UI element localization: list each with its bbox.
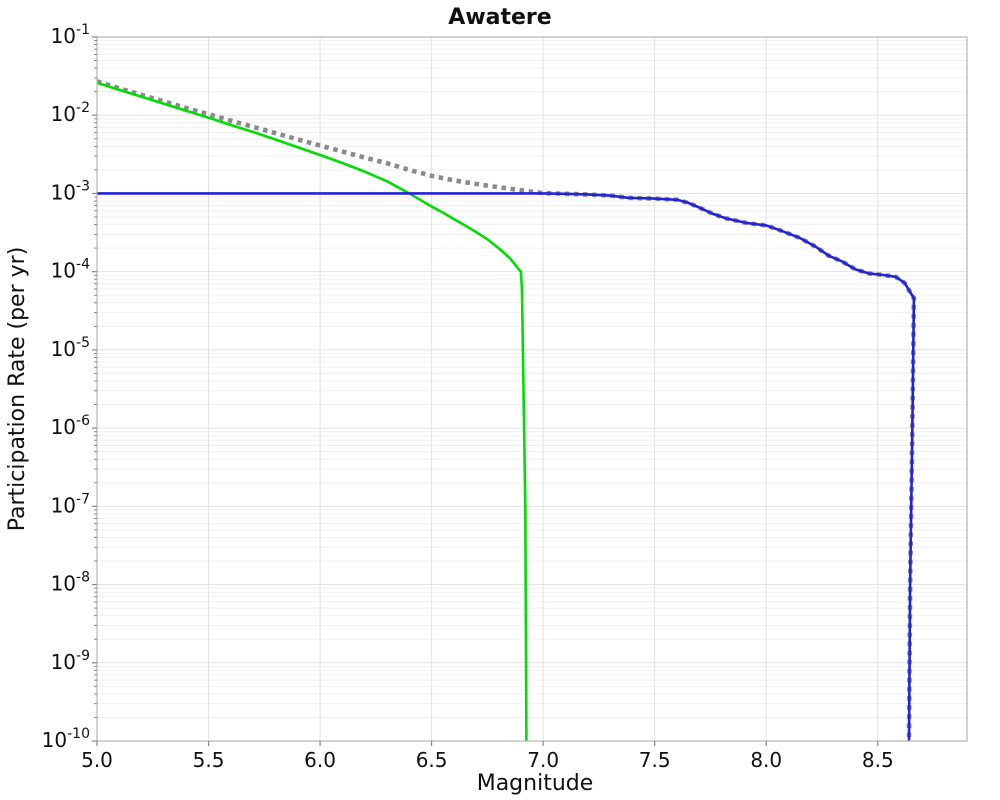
minor-gridlines xyxy=(97,40,967,718)
y-tick-label: 10-2 xyxy=(51,100,90,126)
x-tick-label: 5.0 xyxy=(81,748,113,772)
major-gridlines xyxy=(96,36,967,742)
plot-border xyxy=(96,36,968,742)
y-tick-labels: 10-1 10-2 10-3 10-4 10-5 10-6 10-7 10-8 10-9 10-1… xyxy=(42,22,90,752)
y-tick-label: 10-1 xyxy=(51,22,90,48)
y-tick-label: 10-9 xyxy=(51,648,90,674)
x-tick-label: 6.0 xyxy=(304,748,336,772)
x-tick-labels: 5.0 5.5 6.0 6.5 7.0 7.5 8.0 8.5 xyxy=(81,748,894,772)
y-tick-label: 10-3 xyxy=(51,178,90,204)
x-tick-label: 7.5 xyxy=(639,748,671,772)
series-characteristic-blue-line xyxy=(97,192,916,741)
axis-ticks xyxy=(92,36,879,746)
y-tick-label: 10-7 xyxy=(51,491,90,517)
x-tick-label: 7.0 xyxy=(527,748,559,772)
y-tick-label: 10-6 xyxy=(51,413,91,439)
x-tick-label: 8.0 xyxy=(750,748,782,772)
x-tick-label: 6.5 xyxy=(416,748,448,772)
y-tick-label: 10-10 xyxy=(42,726,90,752)
x-axis-label: Magnitude xyxy=(477,771,594,796)
series-total-rate-dotted-line xyxy=(97,79,917,741)
x-tick-label: 8.5 xyxy=(862,748,894,772)
x-tick-label: 5.5 xyxy=(193,748,225,772)
series-gutenberg-richter-green-line xyxy=(97,81,528,741)
y-tick-label: 10-8 xyxy=(51,570,90,596)
chart-title: Awatere xyxy=(448,5,551,30)
y-axis-label: Participation Rate (per yr) xyxy=(5,247,30,532)
data-curves xyxy=(97,79,917,741)
y-tick-label: 10-4 xyxy=(51,257,91,283)
y-tick-label: 10-5 xyxy=(51,335,90,361)
